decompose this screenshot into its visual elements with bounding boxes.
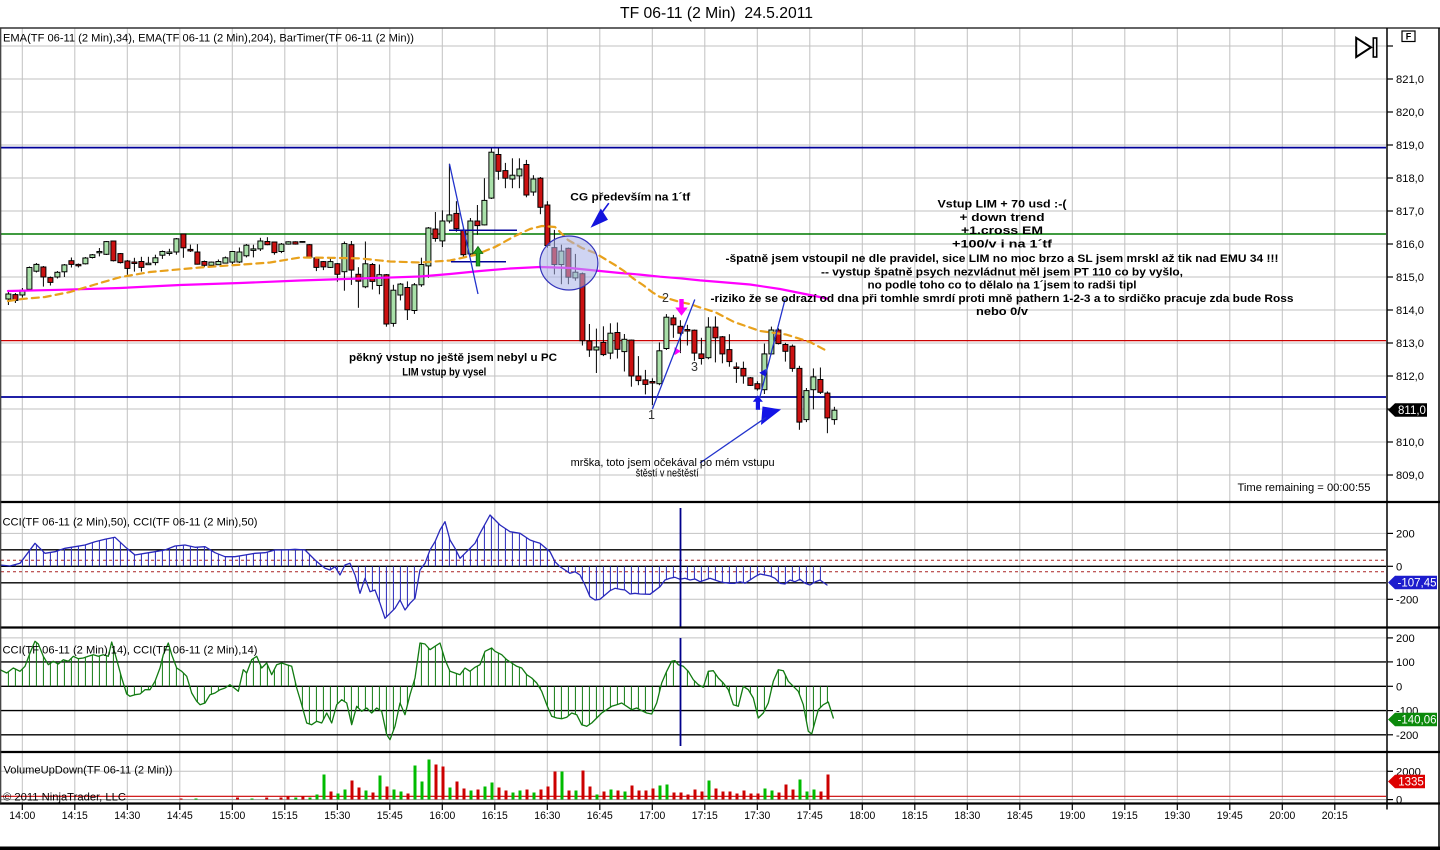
svg-text:18:00: 18:00 (849, 810, 875, 822)
svg-text:100: 100 (1396, 657, 1415, 669)
svg-text:810,0: 810,0 (1396, 437, 1424, 449)
svg-text:-špatně jsem vstoupil ne dle p: -špatně jsem vstoupil ne dle pravidel, s… (726, 253, 1279, 265)
svg-text:14:30: 14:30 (114, 810, 140, 822)
svg-text:CCI(TF 06-11 (2 Min),50), CCI(: CCI(TF 06-11 (2 Min),50), CCI(TF 06-11 (… (3, 517, 258, 529)
svg-text:15:15: 15:15 (272, 810, 298, 822)
svg-text:14:00: 14:00 (9, 810, 35, 822)
svg-text:15:00: 15:00 (219, 810, 245, 822)
svg-text:821,0: 821,0 (1396, 74, 1424, 86)
svg-text:16:15: 16:15 (482, 810, 508, 822)
svg-text:814,0: 814,0 (1396, 305, 1424, 317)
svg-text:3: 3 (691, 360, 698, 374)
svg-text:1: 1 (648, 408, 655, 422)
svg-text:812,0: 812,0 (1396, 371, 1424, 383)
svg-text:19:15: 19:15 (1112, 810, 1138, 822)
svg-text:CCI(TF 06-11 (2 Min),14), CCI(: CCI(TF 06-11 (2 Min),14), CCI(TF 06-11 (… (3, 645, 258, 657)
svg-text:17:30: 17:30 (744, 810, 770, 822)
svg-text:20:00: 20:00 (1269, 810, 1295, 822)
svg-text:19:00: 19:00 (1059, 810, 1085, 822)
svg-text:no podle toho co to dělalo na: no podle toho co to dělalo na 1´jsem to … (868, 280, 1137, 292)
svg-text:17:45: 17:45 (797, 810, 823, 822)
svg-text:817,0: 817,0 (1396, 206, 1424, 218)
svg-text:-riziko že se odrazí od dna př: -riziko že se odrazí od dna při tomhle s… (711, 293, 1294, 305)
svg-text:nebo 0/v: nebo 0/v (976, 306, 1029, 318)
svg-text:20:15: 20:15 (1322, 810, 1348, 822)
svg-text:18:45: 18:45 (1007, 810, 1033, 822)
svg-text:19:45: 19:45 (1217, 810, 1243, 822)
svg-text:0: 0 (1396, 561, 1402, 573)
svg-text:0: 0 (1396, 795, 1402, 807)
svg-text:815,0: 815,0 (1396, 272, 1424, 284)
svg-text:809,0: 809,0 (1396, 470, 1424, 482)
svg-text:F: F (1406, 32, 1412, 42)
svg-text:Vstup LIM + 70 usd :-(: Vstup LIM + 70 usd :-( (938, 199, 1067, 211)
svg-text:+ down trend: + down trend (960, 212, 1045, 224)
svg-text:15:30: 15:30 (324, 810, 350, 822)
svg-text:© 2011 NinjaTrader, LLC: © 2011 NinjaTrader, LLC (3, 792, 126, 804)
svg-text:mrška, toto jsem očekával po m: mrška, toto jsem očekával po mém vstupu (571, 457, 775, 469)
svg-text:200: 200 (1396, 633, 1415, 645)
svg-text:TF 06-11 (2 Min) 24.5.2011: TF 06-11 (2 Min) 24.5.2011 (620, 5, 813, 22)
svg-text:-- vystup špatně psych nezvlád: -- vystup špatně psych nezvládnut měl js… (821, 266, 1183, 278)
svg-text:-140,06: -140,06 (1397, 715, 1436, 727)
svg-text:17:00: 17:00 (639, 810, 665, 822)
svg-text:štěstí v neštěstí: štěstí v neštěstí (636, 468, 699, 480)
svg-text:816,0: 816,0 (1396, 239, 1424, 251)
svg-text:19:30: 19:30 (1164, 810, 1190, 822)
svg-text:1335: 1335 (1398, 777, 1424, 789)
svg-text:811,0: 811,0 (1398, 405, 1426, 417)
svg-text:-107,45: -107,45 (1397, 578, 1436, 590)
svg-text:-200: -200 (1396, 594, 1418, 606)
svg-text:16:45: 16:45 (587, 810, 613, 822)
svg-text:pěkný vstup no ještě jsem neby: pěkný vstup no ještě jsem nebyl u PC (349, 352, 557, 364)
svg-text:Time remaining = 00:00:55: Time remaining = 00:00:55 (1238, 482, 1371, 494)
svg-text:16:00: 16:00 (429, 810, 455, 822)
svg-text:813,0: 813,0 (1396, 338, 1424, 350)
svg-text:16:30: 16:30 (534, 810, 560, 822)
svg-text:18:15: 18:15 (902, 810, 928, 822)
svg-text:818,0: 818,0 (1396, 173, 1424, 185)
svg-text:-200: -200 (1396, 730, 1418, 742)
svg-text:LIM vstup by vysel: LIM vstup by vysel (402, 366, 486, 378)
svg-text:17:15: 17:15 (692, 810, 718, 822)
svg-text:18:30: 18:30 (954, 810, 980, 822)
svg-text:VolumeUpDown(TF 06-11 (2 Min)): VolumeUpDown(TF 06-11 (2 Min)) (4, 765, 173, 777)
svg-text:14:45: 14:45 (167, 810, 193, 822)
svg-text:2: 2 (662, 291, 669, 305)
svg-text:819,0: 819,0 (1396, 140, 1424, 152)
svg-text:820,0: 820,0 (1396, 107, 1424, 119)
svg-text:15:45: 15:45 (377, 810, 403, 822)
svg-text:0: 0 (1396, 681, 1402, 693)
svg-text:200: 200 (1396, 528, 1415, 540)
svg-text:+100/v i na 1´tf: +100/v i na 1´tf (952, 238, 1052, 250)
svg-text:CG především na 1´tf: CG především na 1´tf (570, 192, 690, 204)
svg-text:EMA(TF 06-11 (2 Min),34), EMA(: EMA(TF 06-11 (2 Min),34), EMA(TF 06-11 (… (3, 33, 414, 45)
svg-text:+1.cross EM: +1.cross EM (961, 225, 1043, 237)
svg-text:14:15: 14:15 (62, 810, 88, 822)
